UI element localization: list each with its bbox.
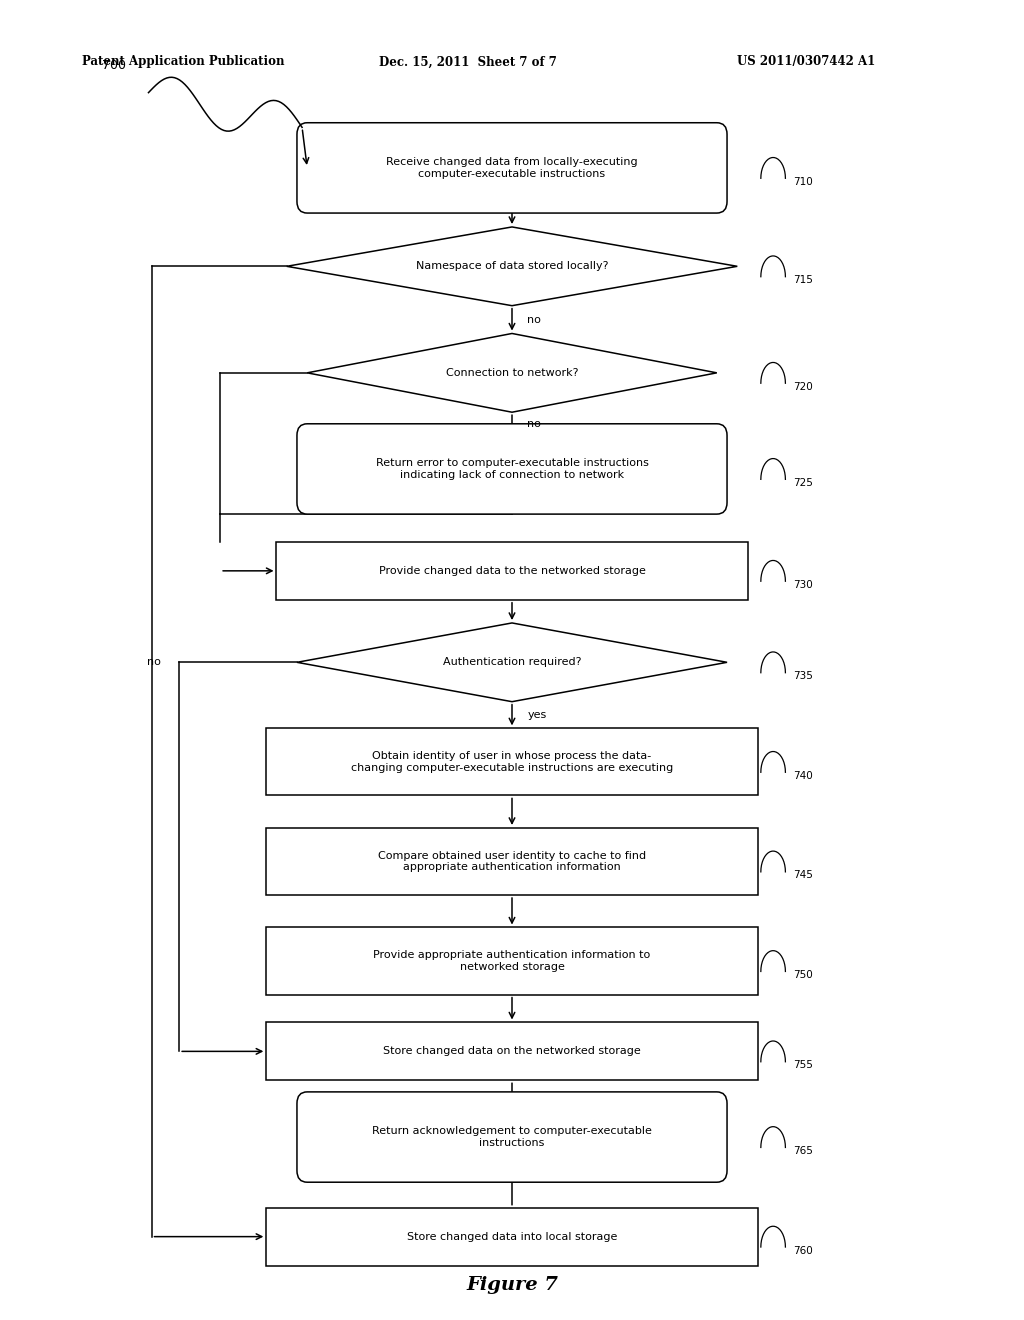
Text: 750: 750 bbox=[794, 970, 813, 979]
Text: Obtain identity of user in whose process the data-
changing computer-executable : Obtain identity of user in whose process… bbox=[351, 751, 673, 772]
Text: 710: 710 bbox=[794, 177, 813, 187]
Text: Dec. 15, 2011  Sheet 7 of 7: Dec. 15, 2011 Sheet 7 of 7 bbox=[379, 55, 557, 69]
Text: 700: 700 bbox=[102, 59, 126, 73]
Text: Store changed data into local storage: Store changed data into local storage bbox=[407, 1232, 617, 1242]
Text: yes: yes bbox=[527, 710, 547, 719]
Text: Return acknowledgement to computer-executable
instructions: Return acknowledgement to computer-execu… bbox=[372, 1126, 652, 1148]
Bar bbox=[276, 543, 748, 599]
Text: 720: 720 bbox=[794, 381, 813, 392]
Text: Receive changed data from locally-executing
computer-executable instructions: Receive changed data from locally-execut… bbox=[386, 157, 638, 178]
Text: US 2011/0307442 A1: US 2011/0307442 A1 bbox=[737, 55, 876, 69]
Polygon shape bbox=[307, 334, 717, 412]
Text: Authentication required?: Authentication required? bbox=[442, 657, 582, 668]
Text: Connection to network?: Connection to network? bbox=[445, 368, 579, 378]
Text: 730: 730 bbox=[794, 579, 813, 590]
Bar bbox=[266, 729, 758, 796]
Text: Store changed data on the networked storage: Store changed data on the networked stor… bbox=[383, 1047, 641, 1056]
Text: 745: 745 bbox=[794, 870, 813, 880]
Text: 765: 765 bbox=[794, 1146, 813, 1156]
Text: Patent Application Publication: Patent Application Publication bbox=[82, 55, 285, 69]
FancyBboxPatch shape bbox=[297, 424, 727, 513]
Text: Provide changed data to the networked storage: Provide changed data to the networked st… bbox=[379, 566, 645, 576]
Text: Figure 7: Figure 7 bbox=[466, 1276, 558, 1295]
Text: 715: 715 bbox=[794, 275, 813, 285]
Text: Provide appropriate authentication information to
networked storage: Provide appropriate authentication infor… bbox=[374, 950, 650, 972]
Text: no: no bbox=[527, 418, 542, 429]
Bar bbox=[266, 1208, 758, 1266]
Polygon shape bbox=[297, 623, 727, 702]
FancyBboxPatch shape bbox=[297, 123, 727, 213]
Text: 760: 760 bbox=[794, 1246, 813, 1255]
Text: 735: 735 bbox=[794, 671, 813, 681]
Text: Return error to computer-executable instructions
indicating lack of connection t: Return error to computer-executable inst… bbox=[376, 458, 648, 479]
Bar bbox=[266, 828, 758, 895]
Bar bbox=[266, 928, 758, 995]
Bar bbox=[266, 1023, 758, 1080]
FancyBboxPatch shape bbox=[297, 1092, 727, 1183]
Text: 725: 725 bbox=[794, 478, 813, 488]
Text: no: no bbox=[527, 314, 542, 325]
Text: Compare obtained user identity to cache to find
appropriate authentication infor: Compare obtained user identity to cache … bbox=[378, 850, 646, 873]
Polygon shape bbox=[287, 227, 737, 306]
Text: 755: 755 bbox=[794, 1060, 813, 1071]
Text: 740: 740 bbox=[794, 771, 813, 781]
Text: no: no bbox=[146, 657, 161, 668]
Text: Namespace of data stored locally?: Namespace of data stored locally? bbox=[416, 261, 608, 272]
